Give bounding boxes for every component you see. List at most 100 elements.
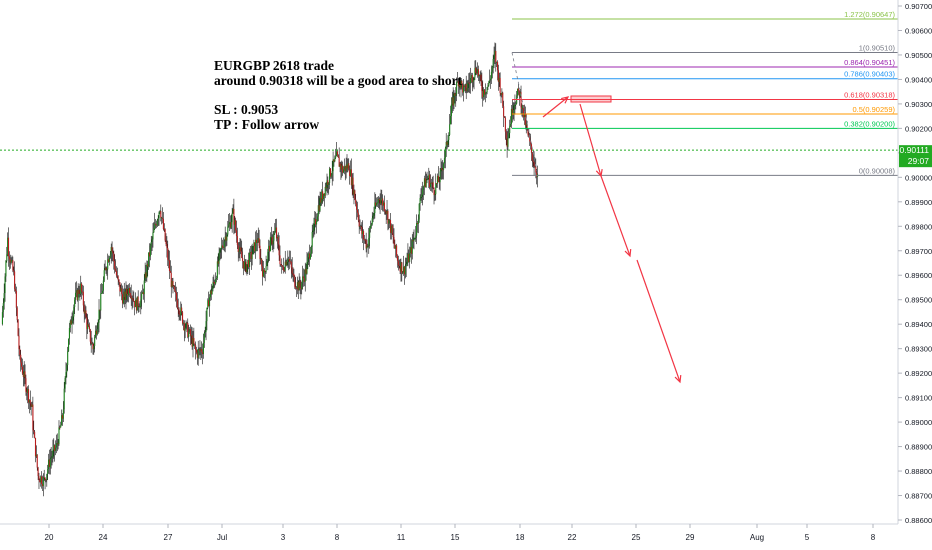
candle-body [350,169,352,186]
price-tick-label: 0.90600 [905,26,932,35]
candle-body [366,245,368,249]
candle-body [24,371,26,379]
fib-level-label: 1(0.90510) [859,44,896,53]
candle-body [86,317,88,330]
candle-body [473,77,475,81]
candle-body [78,289,80,294]
candle-body [56,443,58,444]
candle-body [233,208,235,225]
candle-body [441,168,443,170]
candle-body [95,330,97,335]
candle-body [342,169,345,173]
candle-body [322,193,325,200]
candle-body [130,295,132,300]
price-tick-label: 0.88900 [905,443,932,452]
candle-body [46,474,48,481]
candle-body [443,163,445,170]
candle-body [278,244,280,256]
candle-body [356,203,358,210]
candle-body [439,171,441,183]
candle-body [375,202,377,206]
candle-body [144,272,146,281]
fibonacci-retracement[interactable]: 1.272(0.90647) 1(0.90510) 0.864(0.90451) 0.… [511,10,898,176]
trade-annotation[interactable]: EURGBP 2618 trade around 0.90318 will be… [214,58,462,132]
candle-body [365,240,367,249]
candle-body [150,242,152,246]
arrow-segment[interactable] [579,103,602,177]
candle-body [397,260,399,265]
candle-body [383,202,385,211]
candle-body [64,378,66,389]
candle-body [28,400,30,403]
candle-body [316,216,318,222]
candle-body [503,106,505,117]
candle-body [123,291,125,298]
candle-body [316,221,318,225]
time-tick-label: 25 [632,533,641,542]
candle-body [141,293,143,300]
candle-body [362,231,365,240]
candle-body [424,178,426,188]
candle-body [517,88,519,96]
price-tick-label: 0.89600 [905,271,932,280]
candle-body [477,69,479,77]
candle-body [184,327,186,331]
candle-body [395,245,397,249]
arrow-segment[interactable] [542,96,569,118]
candle-body [455,93,457,96]
candle-body [251,254,253,259]
candle-body [236,236,238,246]
price-tick-label: 0.90500 [905,51,932,60]
candle-body [34,431,36,438]
candle-body [286,261,288,266]
candle-body [151,239,153,243]
candle-body [68,338,70,352]
candle-body [51,456,53,458]
candle-body [81,291,84,293]
candle-body [362,231,364,235]
candle-body [152,232,154,240]
arrow-segment[interactable] [600,175,631,257]
candle-body [170,272,172,287]
arrow-segment[interactable] [636,259,681,383]
candle-body [331,171,333,176]
candle-body [129,292,131,296]
candle-body [325,186,327,189]
candle-body [91,343,93,345]
candle-body [42,476,44,487]
candle-body [14,271,16,289]
candle-body [433,188,435,196]
candle-body [479,74,481,76]
candle-body [122,297,124,304]
candle-body [322,191,324,200]
candle-body [523,112,526,118]
candle-body [191,335,193,347]
candle-body [202,352,204,355]
candle-body [100,293,102,311]
price-tick-label: 0.89300 [905,345,932,354]
candle-body [458,82,460,87]
candle-body [303,277,305,282]
candle-body [14,288,17,292]
candle-body [359,226,361,228]
candle-body [224,236,226,242]
candle-body [54,445,56,451]
candle-body [185,322,187,328]
price-tick-label: 0.90400 [905,75,932,84]
time-axis[interactable]: 20 24 27 Jul 3 8 11 15 18 22 25 29 Aug 5 8 [45,524,876,542]
candle-body [69,320,71,328]
annotation-line-2: around 0.90318 will be a good area to sh… [214,73,463,88]
candle-body [202,342,204,355]
candle-body [225,236,227,241]
candle-body [501,92,503,95]
target-arrows[interactable] [542,96,682,384]
candle-body [237,245,239,252]
candle-body [210,290,212,295]
candle-body [106,269,108,271]
short-zone-box[interactable] [570,95,612,103]
annotation-line-1: EURGBP 2618 trade [214,58,334,73]
candle-body [268,245,270,252]
candle-body [475,67,477,73]
candle-body [490,78,492,81]
